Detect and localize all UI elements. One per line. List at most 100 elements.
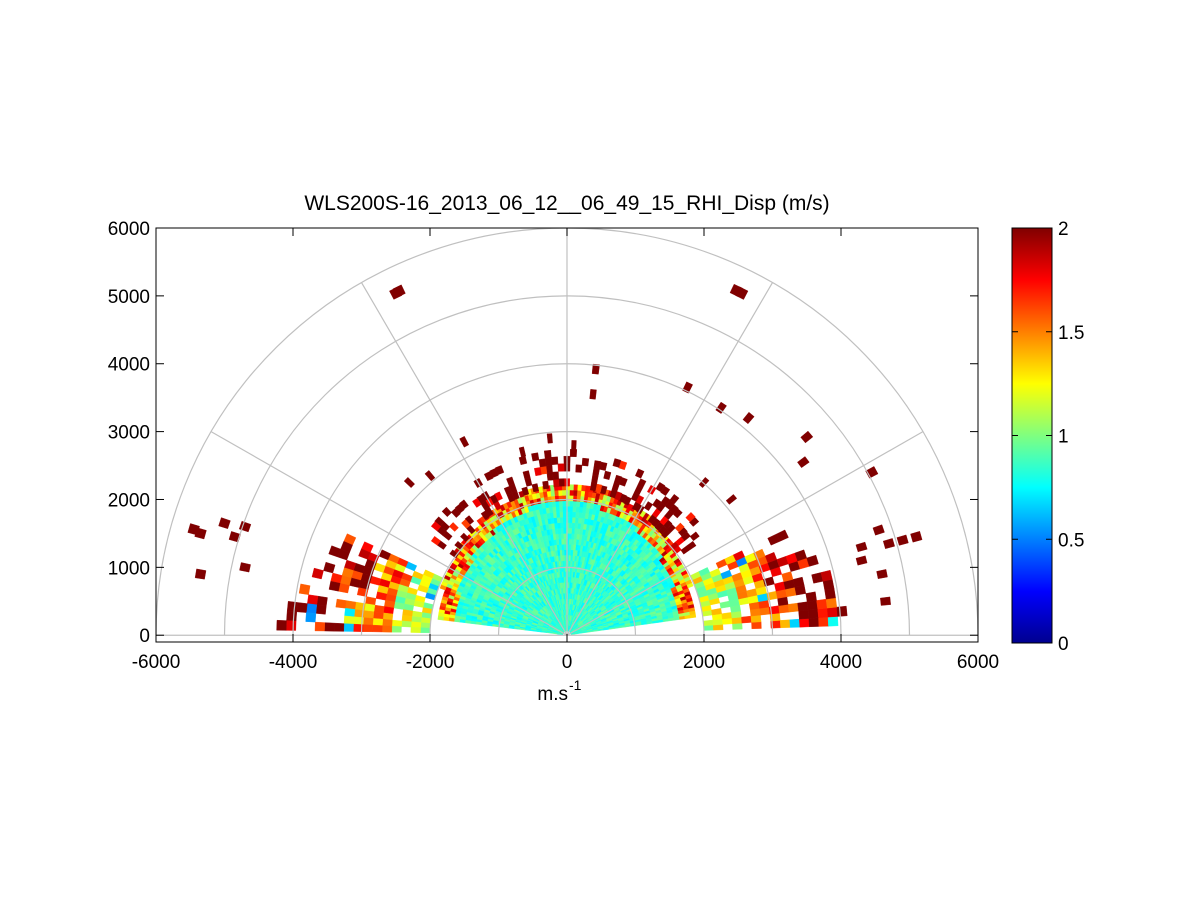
data-cell bbox=[410, 626, 421, 633]
polar-grid bbox=[156, 228, 978, 636]
data-cell bbox=[534, 467, 542, 477]
data-cell bbox=[563, 533, 567, 540]
data-cell bbox=[571, 516, 576, 524]
data-cell bbox=[750, 614, 762, 623]
data-cell bbox=[570, 544, 574, 551]
data-cell bbox=[779, 619, 791, 629]
data-cell bbox=[553, 489, 559, 497]
data-cell bbox=[764, 552, 778, 564]
data-cell bbox=[522, 470, 531, 480]
x-axis-label-exponent: -1 bbox=[569, 677, 582, 693]
data-cell bbox=[382, 612, 394, 621]
isolated-return bbox=[589, 389, 597, 400]
data-cell bbox=[335, 598, 347, 609]
data-cell bbox=[575, 464, 583, 473]
data-cell bbox=[420, 627, 431, 634]
data-cell bbox=[439, 584, 447, 591]
data-cell bbox=[483, 471, 494, 482]
data-cell bbox=[569, 484, 574, 491]
y-tick-label: 2000 bbox=[108, 490, 150, 511]
data-cell bbox=[506, 476, 515, 487]
data-cell bbox=[568, 516, 573, 523]
isolated-return bbox=[571, 440, 577, 451]
data-cell bbox=[559, 522, 564, 529]
data-cell bbox=[562, 522, 567, 529]
data-cell bbox=[568, 554, 571, 561]
data-cell bbox=[575, 511, 580, 518]
data-cell bbox=[437, 615, 444, 621]
data-cell bbox=[698, 567, 710, 577]
data-cell bbox=[434, 516, 445, 527]
isolated-return bbox=[698, 477, 710, 488]
data-cell bbox=[792, 576, 805, 588]
data-cell bbox=[825, 597, 838, 609]
x-tick-label: -2000 bbox=[406, 652, 455, 673]
data-cell bbox=[565, 489, 570, 496]
data-cell bbox=[296, 602, 308, 613]
x-tick-label: 0 bbox=[562, 652, 573, 673]
isolated-return bbox=[910, 531, 923, 543]
data-cell bbox=[563, 538, 567, 545]
colorbar-tick-label: 1 bbox=[1058, 427, 1069, 448]
data-cell bbox=[572, 489, 578, 496]
data-cell bbox=[570, 538, 575, 545]
data-cell bbox=[732, 550, 745, 561]
data-cell bbox=[572, 500, 577, 507]
data-cell bbox=[778, 604, 790, 614]
data-cell bbox=[562, 527, 567, 534]
y-tick-label: 0 bbox=[139, 626, 150, 647]
data-cell bbox=[573, 484, 578, 491]
data-cell bbox=[575, 500, 581, 508]
data-cell bbox=[494, 491, 503, 502]
isolated-return bbox=[715, 401, 727, 414]
data-cell bbox=[702, 619, 714, 626]
data-cell bbox=[372, 624, 383, 633]
data-cell bbox=[559, 511, 564, 518]
data-cell bbox=[660, 496, 671, 506]
isolated-return bbox=[797, 456, 810, 468]
data-cell bbox=[430, 521, 442, 532]
data-cell bbox=[372, 611, 384, 620]
data-cell bbox=[328, 545, 341, 558]
data-cell bbox=[568, 522, 573, 529]
data-cell bbox=[568, 533, 572, 540]
data-cell bbox=[557, 463, 565, 472]
colorbar bbox=[1012, 228, 1052, 643]
data-cell bbox=[787, 602, 799, 613]
data-cell bbox=[362, 624, 373, 633]
data-cell bbox=[420, 617, 432, 624]
data-cell bbox=[401, 620, 412, 628]
data-cell bbox=[464, 515, 475, 525]
data-cell bbox=[806, 554, 819, 567]
data-cell bbox=[362, 617, 374, 626]
data-cell bbox=[576, 490, 582, 497]
data-cell bbox=[345, 600, 357, 610]
data-cell bbox=[776, 529, 789, 542]
x-tick-label: -6000 bbox=[132, 652, 181, 673]
data-cell bbox=[816, 598, 828, 610]
data-cell bbox=[286, 601, 299, 613]
data-cell bbox=[461, 519, 471, 529]
data-cell bbox=[612, 458, 622, 468]
data-cell bbox=[546, 472, 554, 481]
colorbar-tick-label: 2 bbox=[1058, 219, 1069, 240]
data-cell bbox=[732, 622, 743, 630]
data-cell bbox=[460, 532, 470, 542]
data-cell bbox=[476, 494, 486, 505]
data-cell bbox=[798, 609, 810, 620]
data-cell bbox=[613, 474, 623, 485]
data-cell bbox=[573, 527, 578, 535]
data-cell bbox=[826, 606, 838, 618]
data-cell bbox=[562, 511, 567, 518]
data-cell bbox=[324, 622, 335, 632]
data-cell bbox=[741, 615, 752, 624]
data-cell bbox=[818, 616, 829, 627]
data-cell bbox=[420, 622, 431, 629]
data-cell bbox=[410, 621, 422, 628]
x-tick-label: 6000 bbox=[957, 652, 999, 673]
data-cell bbox=[328, 580, 341, 592]
data-cell bbox=[669, 494, 680, 505]
data-cell bbox=[552, 471, 559, 480]
data-cell bbox=[480, 510, 490, 520]
